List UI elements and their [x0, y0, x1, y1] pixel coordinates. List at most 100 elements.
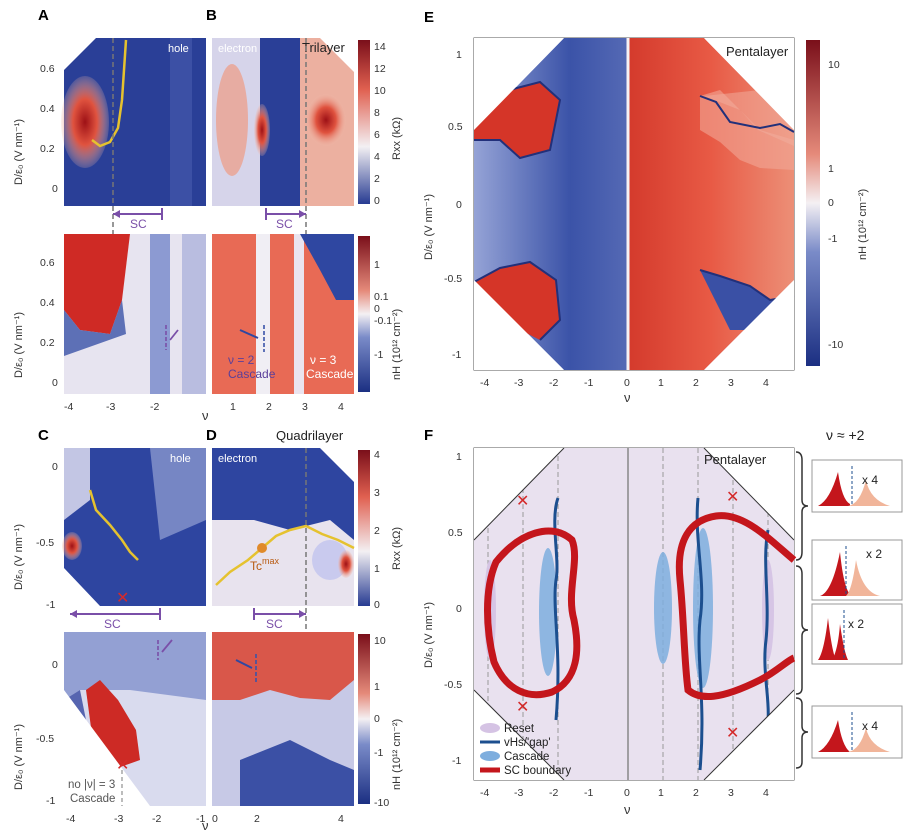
- tc-max: Tcmax: [250, 556, 280, 573]
- cd-lower-axes: 0 -0.5 -1 D/ε₀ (V nm⁻¹) -4 -3 -2 -1 0 2 …: [13, 659, 344, 831]
- panel-a: A hole: [38, 7, 206, 394]
- cd-ytick: -0.5: [36, 537, 54, 549]
- panel-f-label: F: [424, 427, 433, 444]
- nu3-label: ν = 3: [310, 353, 337, 367]
- ab-ytick: 0.2: [40, 143, 55, 155]
- cd-xtick: 4: [338, 813, 344, 825]
- panel-d-label: D: [206, 427, 217, 444]
- cb-label: Rxx (kΩ): [391, 117, 403, 160]
- legend-label: SC boundary: [504, 765, 571, 777]
- e-ytick: 0: [456, 199, 462, 211]
- ab-xtick: 1: [230, 401, 236, 413]
- sc-label-d: SC: [266, 617, 283, 631]
- side-panel: ν ≈ +2 x 4 x 2 x 2 x 4: [795, 427, 903, 769]
- cb-tick: 4: [374, 151, 380, 163]
- ab-lower-ylabel: D/ε₀ (V nm⁻¹): [13, 312, 25, 378]
- cross-f3: ✕: [726, 489, 739, 506]
- cb-tick: -1: [828, 233, 837, 245]
- panel-a-label: A: [38, 7, 49, 24]
- f-xlabel: ν: [624, 802, 631, 817]
- panel-a-lower: [64, 234, 206, 394]
- cross-f1: ✕: [516, 493, 529, 510]
- e-axes: 1 0.5 0 -0.5 -1 D/ε₀ (V nm⁻¹) -4 -3 -2 -…: [423, 49, 769, 405]
- legend-label: vHs/'gap': [504, 737, 551, 749]
- no-nu3-label: no |ν| = 3: [68, 779, 115, 791]
- cb-tick: -1: [374, 349, 383, 361]
- cd-xtick: -2: [152, 813, 161, 825]
- cross-f4: ✕: [726, 725, 739, 742]
- cb-tick: 8: [374, 107, 380, 119]
- e-xtick: -2: [549, 377, 558, 389]
- ab-ytick: 0.2: [40, 337, 55, 349]
- f-xtick: 0: [624, 787, 630, 799]
- cd-ytick: 0: [52, 659, 58, 671]
- f-ytick: 1: [456, 451, 462, 463]
- nu2-label: ν = 2: [228, 353, 255, 367]
- f-ytick: -0.5: [444, 679, 462, 691]
- e-xtick: 4: [763, 377, 769, 389]
- panel-f: F ✕ ✕ ✕ ✕ Pentalayer: [424, 427, 797, 781]
- cross-c2: ✕: [116, 757, 129, 774]
- e-ytick: -0.5: [444, 273, 462, 285]
- f-axes: 1 0.5 0 -0.5 -1 D/ε₀ (V nm⁻¹) -4 -3 -2 -…: [423, 451, 769, 817]
- f-legend: Reset vHs/'gap' Cascade SC boundary: [480, 723, 571, 777]
- f-xtick: -1: [584, 787, 593, 799]
- e-ytick: -1: [452, 349, 461, 361]
- cd-lower-ylabel: D/ε₀ (V nm⁻¹): [13, 724, 25, 790]
- f-xtick: -3: [514, 787, 523, 799]
- ab-ytick: 0.4: [40, 103, 55, 115]
- ab-ytick: 0.4: [40, 297, 55, 309]
- cb-label: Rxx (kΩ): [391, 527, 403, 570]
- cb-tick: 0: [374, 713, 380, 725]
- cb-tick: 0: [374, 599, 380, 611]
- panel-a-tag: hole: [168, 43, 189, 55]
- cascade-label-c: Cascade: [70, 793, 115, 805]
- colorbar-rxx-trilayer: 14 12 10 8 6 4 2 0 Rxx (kΩ): [358, 40, 403, 207]
- panel-b-tag: electron: [218, 43, 257, 55]
- f-xtick: -4: [480, 787, 489, 799]
- e-xlabel: ν: [624, 390, 631, 405]
- cb-tick: 0: [828, 197, 834, 209]
- colorbar-nh-quad: 10 1 0 -1 -10 nH (10¹² cm⁻²): [358, 634, 403, 809]
- cb-tick: 0: [374, 195, 380, 207]
- sc-bars-trilayer: SC SC: [113, 208, 306, 231]
- sc-label-b: SC: [276, 217, 293, 231]
- cb-tick: -10: [374, 797, 389, 809]
- panel-c-tag: hole: [170, 453, 191, 465]
- f-xtick: 2: [693, 787, 699, 799]
- e-ylabel: D/ε₀ (V nm⁻¹): [423, 194, 435, 260]
- ab-xlabel: ν: [202, 408, 209, 423]
- colorbar-nh-penta: 10 1 0 -1 -10 nH (10¹² cm⁻²): [806, 40, 869, 366]
- cascade-label-b2: Cascade: [306, 367, 354, 381]
- e-xtick: -4: [480, 377, 489, 389]
- f-ytick: -1: [452, 755, 461, 767]
- ab-xtick: -3: [106, 401, 115, 413]
- panel-d-tag: electron: [218, 453, 257, 465]
- e-xtick: -1: [584, 377, 593, 389]
- colorbar-nh-trilayer: 1 0.1 0 -0.1 -1 nH (10¹² cm⁻²): [358, 236, 403, 392]
- cb-tick: -1: [374, 747, 383, 759]
- cascade-label-b: Cascade: [228, 367, 276, 381]
- ab-xtick: 3: [302, 401, 308, 413]
- cross-c: ✕: [116, 590, 129, 607]
- panel-b-label: B: [206, 7, 217, 24]
- cd-y-axis: 0 -0.5 -1 D/ε₀ (V nm⁻¹): [13, 461, 58, 611]
- cb-tick: 2: [374, 173, 380, 185]
- ab-xtick: 2: [266, 401, 272, 413]
- legend-label: Reset: [504, 723, 535, 735]
- panel-d-lower: [212, 632, 354, 806]
- cb-label: nH (10¹² cm⁻²): [857, 189, 869, 260]
- e-ytick: 1: [456, 49, 462, 61]
- panel-b-lower: ν = 2 Cascade ν = 3 Cascade: [212, 234, 354, 394]
- cb-tick: 1: [374, 259, 380, 271]
- panel-d-title: Quadrilayer: [276, 428, 344, 443]
- side-factor: x 2: [866, 547, 882, 561]
- f-ytick: 0.5: [448, 527, 463, 539]
- panel-c-label: C: [38, 427, 49, 444]
- cd-xlabel: ν: [202, 818, 209, 831]
- panel-b-title: Trilayer: [302, 40, 346, 55]
- ab-xtick: 4: [338, 401, 344, 413]
- cd-xtick: -4: [66, 813, 75, 825]
- ab-ytick: 0: [52, 377, 58, 389]
